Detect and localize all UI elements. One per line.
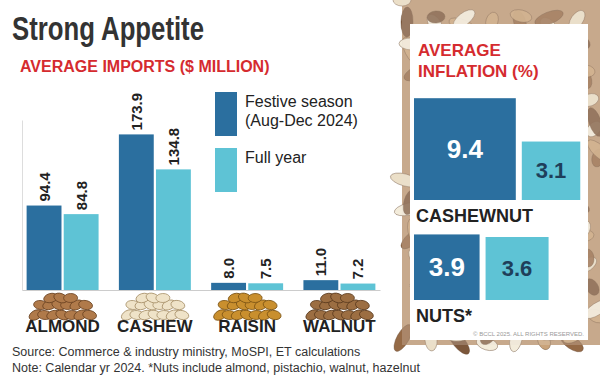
- data-label: 8.0: [220, 258, 237, 279]
- source: Source: Commerce & industry ministry, Mo…: [12, 345, 360, 359]
- infographic: Strong Appetite AVERAGE IMPORTS ($ MILLIO…: [0, 0, 600, 378]
- legend-swatch: [215, 148, 237, 192]
- x-tick: CASHEW: [117, 317, 194, 336]
- data-label: 3.1: [536, 158, 567, 183]
- square: [522, 142, 580, 200]
- main-title: Strong Appetite: [12, 9, 204, 47]
- data-label: 9.4: [447, 134, 484, 164]
- bar: [27, 206, 62, 290]
- nut: [355, 299, 371, 311]
- legend: Festive season (Aug-Dec 2024) Full year: [215, 92, 358, 192]
- category-label: NUTS*: [416, 306, 472, 326]
- bars: [27, 134, 376, 290]
- data-labels: 94.4 173.9 8.0 11.0 84.8 134.8 7.5 7.2: [36, 93, 367, 280]
- x-tick-label: ALMOND: [25, 317, 100, 336]
- nut: [170, 299, 186, 311]
- x-tick-label: RAISIN: [218, 317, 276, 336]
- nut: [340, 293, 354, 302]
- bar: [341, 284, 376, 290]
- legend-label: Full year: [245, 149, 307, 166]
- x-tick-label: WALNUT: [303, 317, 376, 336]
- text-line: AVERAGE: [418, 41, 501, 60]
- panel-tint: [402, 0, 600, 345]
- x-tick-label: CASHEW: [117, 317, 194, 336]
- panel-texture: [389, 0, 600, 357]
- squares: [414, 98, 580, 300]
- bar: [156, 169, 191, 290]
- nut: [248, 293, 262, 302]
- square: [414, 234, 480, 300]
- bar: [119, 134, 154, 290]
- x-axis-line: [23, 290, 381, 291]
- data-label: 94.4: [36, 172, 53, 202]
- text-line: Full year: [245, 149, 307, 166]
- square: [414, 98, 516, 200]
- y-axis: [22, 121, 23, 291]
- x-tick: ALMOND: [25, 317, 100, 336]
- data-label: 173.9: [128, 93, 145, 131]
- panel-background: [402, 0, 600, 345]
- chart-title: AVERAGE INFLATION (%): [418, 41, 539, 81]
- x-tick: RAISIN: [218, 317, 276, 336]
- nut: [156, 293, 170, 302]
- text-line: Festive season: [245, 93, 353, 110]
- text-line: (Aug-Dec 2024): [245, 112, 358, 129]
- legend-label: Festive season (Aug-Dec 2024): [245, 93, 358, 129]
- square: [486, 237, 549, 300]
- x-tick: WALNUT: [303, 317, 376, 336]
- card: [410, 24, 588, 340]
- bar: [248, 283, 283, 290]
- bar: [64, 214, 99, 290]
- legend-swatch: [215, 92, 237, 136]
- data-label: 11.0: [312, 248, 329, 276]
- chart-title: AVERAGE IMPORTS ($ MILLION): [20, 58, 269, 75]
- data-label: 84.8: [73, 181, 90, 210]
- nut: [78, 299, 94, 311]
- data-label: 7.5: [257, 258, 274, 279]
- square-categories: CASHEWNUT NUTS*: [416, 206, 533, 326]
- data-label: 7.2: [349, 259, 366, 280]
- category-label: CASHEWNUT: [416, 206, 533, 226]
- bar: [211, 283, 246, 290]
- y-axis-line: [22, 121, 23, 291]
- x-axis: ALMOND CASHEW RAISIN WALNUT: [23, 291, 381, 337]
- data-label: 134.8: [165, 128, 182, 166]
- note: Note: Calendar yr 2024. *Nuts include al…: [12, 361, 420, 375]
- data-label: 3.9: [429, 252, 465, 282]
- bar: [303, 280, 338, 290]
- data-label: 3.6: [502, 256, 533, 281]
- copyright: © BCCL 2025. ALL RIGHTS RESERVED.: [473, 331, 584, 337]
- nut: [262, 299, 278, 311]
- nut: [63, 293, 77, 302]
- text-line: INFLATION (%): [418, 62, 539, 81]
